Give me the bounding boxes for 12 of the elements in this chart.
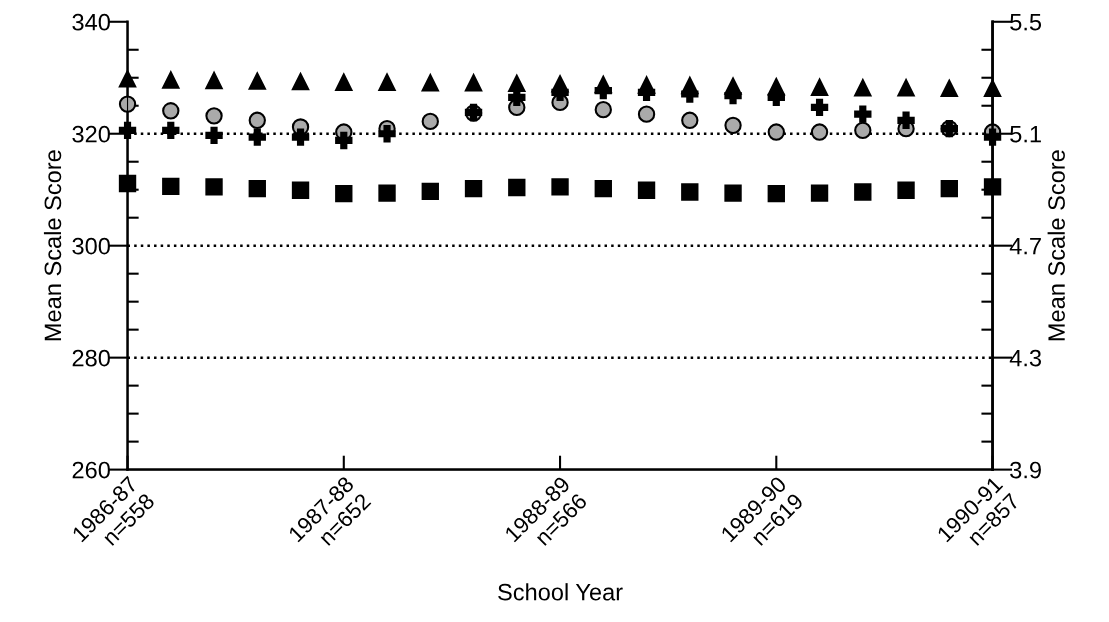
y-tick-label: 340 (72, 13, 110, 31)
y-tick-label: 320 (72, 125, 110, 143)
y2-tick-label: 3.9 (1010, 461, 1041, 479)
y2-tick-label: 4.7 (1009, 238, 1041, 255)
y2-tick-label: 5.5 (1010, 14, 1042, 31)
y-tick-label: 280 (72, 349, 110, 367)
y2-axis-title: Mean Scale Score (1047, 150, 1065, 341)
y-tick-label: 300 (72, 237, 110, 255)
x-axis-title: School Year (498, 583, 623, 601)
y-axis-title: Mean Scale Score (43, 150, 62, 341)
y2-tick-label: 4.3 (1009, 349, 1042, 367)
y2-tick-label: 5.1 (1010, 126, 1041, 143)
